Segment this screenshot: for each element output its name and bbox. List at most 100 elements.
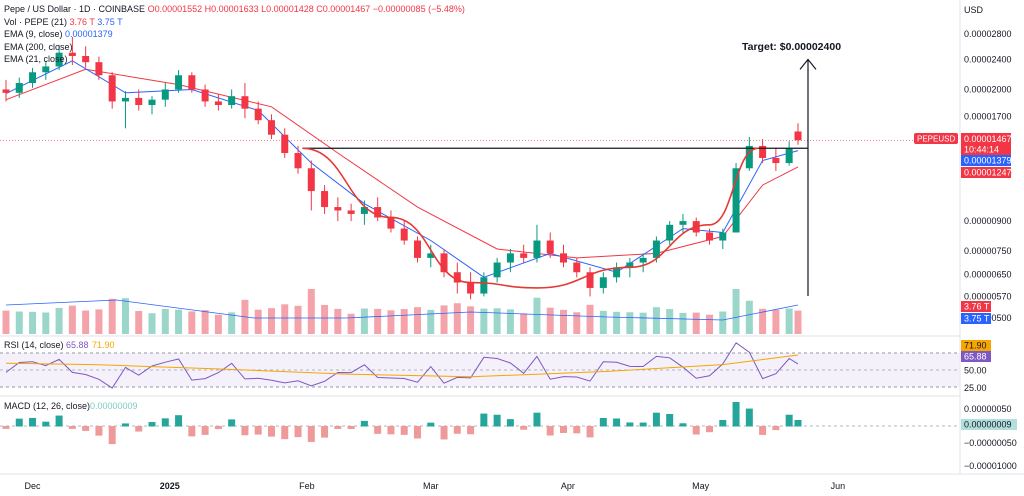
macd-bar — [307, 426, 315, 442]
macd-bar — [759, 426, 767, 435]
chart-legend: Pepe / US Dollar · 1D · COINBASE O0.0000… — [4, 3, 465, 66]
volume-bar — [201, 310, 209, 334]
volume-bar — [559, 309, 567, 334]
legend-ema200-row[interactable]: EMA (200, close) — [4, 41, 465, 54]
candle-body — [214, 101, 222, 106]
macd-bar — [785, 414, 793, 427]
vol-tag-b: 3.75 T — [964, 314, 990, 324]
last-price-value: 0.00001467 — [964, 134, 1012, 144]
macd-bar — [427, 422, 435, 427]
volume-bar — [732, 289, 740, 334]
candle-body — [759, 145, 767, 158]
volume-bar — [321, 304, 329, 334]
candle-body — [772, 157, 780, 164]
volume-bar — [148, 313, 156, 334]
vol-label: Vol · PEPE (21) — [4, 16, 68, 27]
price-tick: 0.00000750 — [964, 246, 1012, 256]
volume-bar — [666, 309, 674, 334]
price-tick: 0.00002000 — [964, 84, 1012, 94]
macd-tick-neg2: −0.00001000 — [964, 461, 1017, 471]
rsi-pane-value: 65.88 — [66, 340, 89, 350]
candle-body — [321, 191, 329, 208]
macd-pane-label: MACD (12, 26, close) — [4, 401, 90, 411]
macd-bar — [228, 419, 236, 427]
volume-bar — [759, 308, 767, 334]
macd-bar — [294, 426, 302, 438]
target-label: Target: $0.00002400 — [742, 41, 841, 53]
macd-tag-box — [961, 419, 1017, 430]
macd-bar — [281, 426, 289, 440]
ema9-tag-value: 0.00001379 — [964, 156, 1012, 166]
vol-tag-a-box — [961, 301, 991, 312]
candle-body — [732, 168, 740, 233]
candle-body — [506, 253, 514, 263]
volume-bar — [121, 298, 129, 334]
candle-body — [440, 253, 448, 273]
volume-ma-line — [5, 299, 799, 321]
time-label: Mar — [423, 481, 439, 491]
rsi-ma-tag-box — [961, 340, 991, 351]
candle-body — [108, 75, 116, 102]
last-price-tag-bg — [914, 133, 958, 144]
volume-bar — [82, 310, 90, 334]
candle-body — [652, 240, 660, 258]
volume-bar — [573, 312, 581, 334]
macd-pane-value: 0.00000009 — [90, 401, 138, 411]
candle-body — [334, 207, 342, 211]
volume-bar — [533, 297, 541, 334]
rsi-ma-path — [5, 354, 799, 378]
macd-bar — [794, 420, 802, 427]
candle-body — [254, 108, 262, 121]
macd-bar — [347, 426, 355, 429]
volume-bar — [95, 309, 103, 334]
volume-bar — [413, 307, 421, 334]
candle-body — [666, 224, 674, 241]
macd-bar — [467, 426, 475, 435]
macd-bar — [666, 414, 674, 427]
candle-body — [480, 277, 488, 294]
target-arrow-head — [799, 58, 817, 70]
candle-body — [706, 232, 714, 241]
volume-bar — [745, 300, 753, 334]
macd-bar — [493, 414, 501, 427]
candle-body — [82, 56, 90, 63]
time-axis: Dec 2025 Feb Mar Apr May Jun — [25, 481, 846, 491]
candle-body — [520, 253, 528, 258]
candle-body — [745, 145, 753, 169]
volume-bar — [427, 309, 435, 334]
legend-volume-row[interactable]: Vol · PEPE (21) 3.76 T 3.75 T — [4, 16, 465, 29]
candle-body — [188, 75, 196, 90]
price-tick: 0.00000570 — [964, 291, 1012, 301]
candle-body — [794, 131, 802, 141]
legend-ema21-row[interactable]: EMA (21, close) — [4, 53, 465, 66]
price-tick: 0.00000900 — [964, 216, 1012, 226]
macd-bar — [360, 420, 368, 427]
volume-bar — [480, 308, 488, 334]
volume-bar — [68, 305, 76, 334]
symbol-title[interactable]: Pepe / US Dollar · 1D · COINBASE — [4, 4, 146, 14]
volume-bar — [387, 310, 395, 334]
ema200-label: EMA (200, close) — [4, 41, 73, 52]
macd-bar — [533, 412, 541, 427]
rsi-line — [5, 342, 799, 389]
price-tick: 0.00002800 — [964, 29, 1012, 39]
macd-bar — [599, 418, 607, 427]
candle-body — [493, 262, 501, 278]
macd-bar — [586, 426, 594, 438]
candle-body — [533, 240, 541, 258]
volume-bars — [2, 289, 802, 334]
vol-tag-b-box — [961, 313, 991, 324]
vol-value-a: 3.76 T — [69, 16, 95, 27]
macd-bar — [68, 426, 76, 429]
macd-bar — [95, 426, 103, 436]
ema9-label: EMA (9, close) — [4, 29, 63, 39]
legend-ema9-row[interactable]: EMA (9, close) 0.00001379 — [4, 28, 465, 41]
volume-bar — [294, 305, 302, 334]
volume-bar — [493, 308, 501, 334]
rsi-path — [5, 342, 799, 389]
macd-tick-neg: −0.00000050 — [964, 438, 1017, 448]
volume-bar — [794, 310, 802, 334]
candle-body — [175, 75, 183, 90]
ema9-value: 0.00001379 — [65, 29, 113, 39]
